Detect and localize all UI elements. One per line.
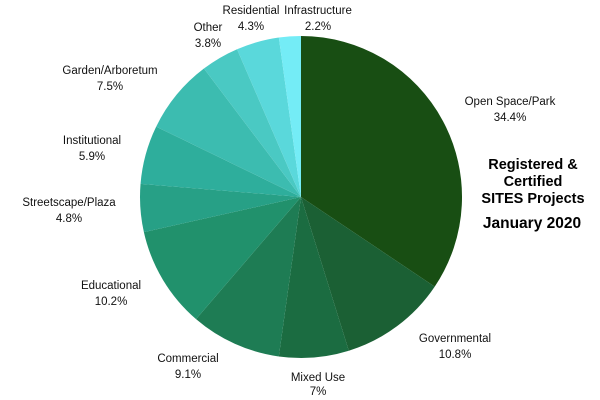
pie-slice-open-space-park [301,35,463,287]
slice-category-label: Streetscape/Plaza [22,197,116,209]
slice-category-label: Other [194,22,223,34]
pie-slice-educational [143,197,301,320]
pie-slice-infrastructure [278,36,301,197]
slice-percent-label: 10.8% [439,349,472,361]
chart-title: Registered & Certified SITES Projects Ja… [481,157,584,232]
title-line-1: Registered & [488,157,578,173]
slice-percent-label: 4.8% [56,213,82,225]
title-line-3: SITES Projects [481,191,584,207]
pie-slice-streetscape-plaza [140,183,301,233]
slice-category-label: Open Space/Park [465,96,556,108]
slice-percent-label: 2.2% [305,21,331,33]
pie-slice-commercial [196,197,301,357]
slice-percent-label: 9.1% [175,369,201,381]
slice-category-label: Infrastructure [284,5,352,17]
slice-percent-label: 7% [310,386,327,398]
pie-slice-governmental [301,197,435,351]
pie-slices [140,35,463,358]
chart-subtitle: January 2020 [483,215,581,232]
slice-percent-label: 4.3% [238,21,264,33]
slice-percent-label: 5.9% [79,151,105,163]
slice-category-label: Educational [81,280,141,292]
slice-category-label: Governmental [419,333,491,345]
slice-category-label: Institutional [63,135,121,147]
slice-category-label: Residential [223,5,280,17]
slice-percent-label: 3.8% [195,38,221,50]
slice-labels: Open Space/Park 34.4% Governmental 10.8% Mix… [22,5,555,398]
slice-category-label: Mixed Use [291,372,345,384]
slice-category-label: Commercial [157,353,218,365]
pie-slice-institutional [140,126,301,197]
slice-percent-label: 7.5% [97,81,123,93]
slice-percent-label: 10.2% [95,296,128,308]
slice-percent-label: 34.4% [494,112,527,124]
slice-category-label: Garden/Arboretum [62,65,157,77]
pie-slice-other [203,49,301,197]
pie-slice-residential [237,37,301,197]
pie-slice-garden-arboretum [156,68,301,197]
title-line-2: Certified [504,174,563,190]
pie-slice-mixed-use [278,197,349,358]
